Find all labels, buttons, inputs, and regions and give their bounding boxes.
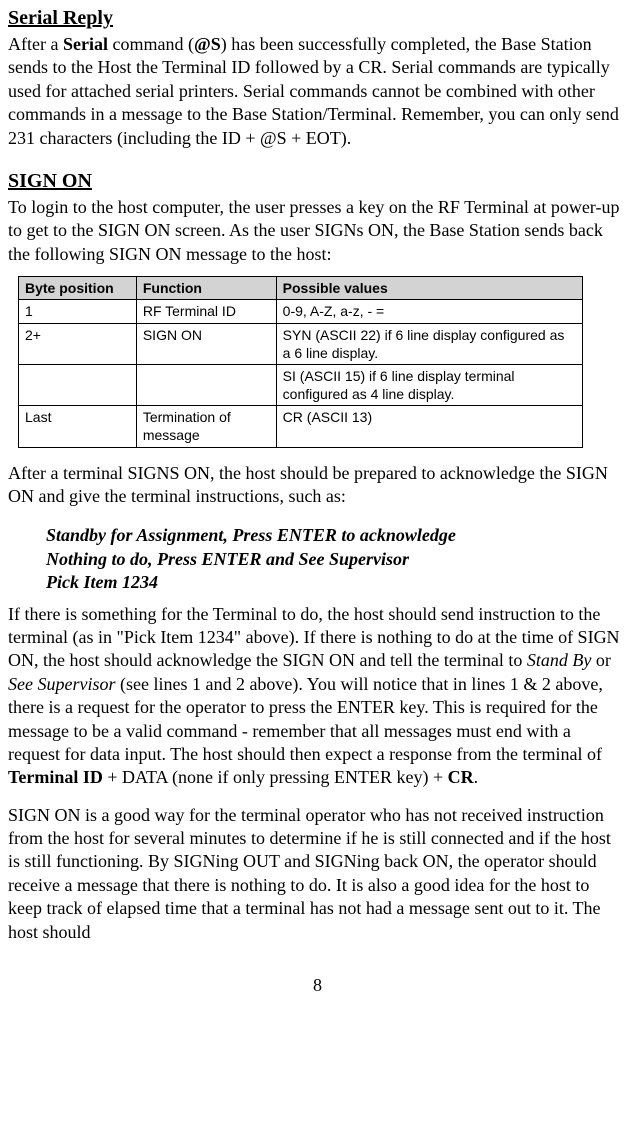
after-table-text: After a terminal SIGNS ON, the host shou… [8, 462, 627, 509]
table-row: SI (ASCII 15) if 6 line display terminal… [19, 364, 583, 405]
sign-on-para3: If there is something for the Terminal t… [8, 603, 627, 790]
table-cell: SYN (ASCII 22) if 6 line display configu… [276, 323, 582, 364]
page-number: 8 [8, 974, 627, 997]
text-fragment: . [474, 767, 479, 787]
example-block: Standby for Assignment, Press ENTER to a… [46, 524, 627, 594]
text-bold: Terminal ID [8, 767, 103, 787]
table-cell: 0-9, A-Z, a-z, - = [276, 300, 582, 323]
serial-reply-heading: Serial Reply [8, 5, 627, 31]
text-fragment: + DATA (none if only pressing ENTER key)… [103, 767, 448, 787]
example-line: Pick Item 1234 [46, 571, 627, 594]
table-cell: Last [19, 406, 137, 447]
table-cell: SIGN ON [136, 323, 276, 364]
example-line: Standby for Assignment, Press ENTER to a… [46, 524, 627, 547]
table-header-row: Byte position Function Possible values [19, 277, 583, 300]
table-cell: 2+ [19, 323, 137, 364]
table-row: Last Termination of message CR (ASCII 13… [19, 406, 583, 447]
table-cell: SI (ASCII 15) if 6 line display terminal… [276, 364, 582, 405]
sign-on-para4: SIGN ON is a good way for the terminal o… [8, 804, 627, 944]
text-italic: Stand By [527, 650, 592, 670]
text-bold: @S [194, 34, 221, 54]
table-cell [19, 364, 137, 405]
table-cell: RF Terminal ID [136, 300, 276, 323]
example-line: Nothing to do, Press ENTER and See Super… [46, 548, 627, 571]
text-bold: Serial [63, 34, 108, 54]
text-fragment: command ( [108, 34, 194, 54]
table-cell: CR (ASCII 13) [276, 406, 582, 447]
sign-on-heading: SIGN ON [8, 168, 627, 194]
serial-reply-paragraph: After a Serial command (@S) has been suc… [8, 33, 627, 150]
table-cell: Termination of message [136, 406, 276, 447]
table-cell: 1 [19, 300, 137, 323]
text-italic: See Supervisor [8, 674, 115, 694]
table-row: 2+ SIGN ON SYN (ASCII 22) if 6 line disp… [19, 323, 583, 364]
table-header: Function [136, 277, 276, 300]
text-fragment: After a [8, 34, 63, 54]
table-header: Possible values [276, 277, 582, 300]
table-row: 1 RF Terminal ID 0-9, A-Z, a-z, - = [19, 300, 583, 323]
text-bold: CR [448, 767, 474, 787]
table-header: Byte position [19, 277, 137, 300]
table-cell [136, 364, 276, 405]
text-fragment: or [591, 650, 611, 670]
sign-on-intro: To login to the host computer, the user … [8, 196, 627, 266]
sign-on-table: Byte position Function Possible values 1… [18, 276, 583, 448]
